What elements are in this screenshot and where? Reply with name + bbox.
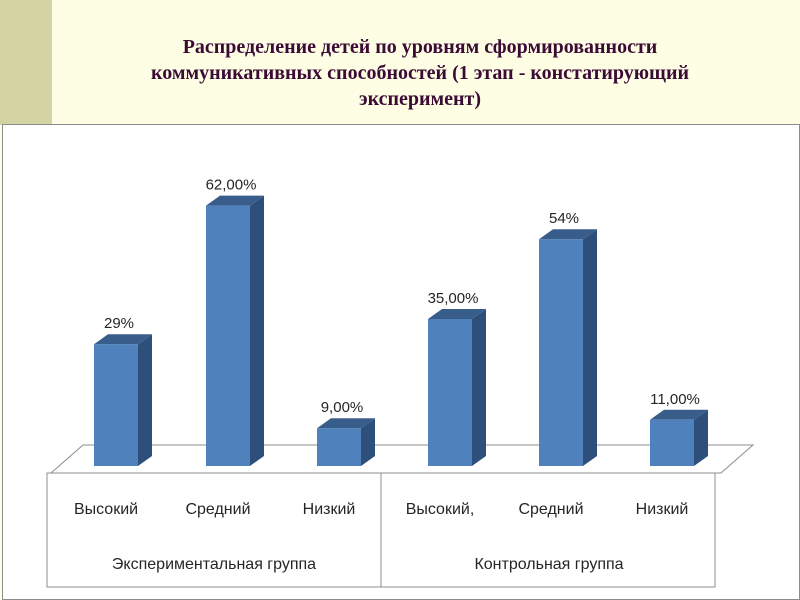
data-label: 9,00% xyxy=(321,399,364,416)
data-label: 11,00% xyxy=(650,391,700,408)
header-banner xyxy=(52,0,800,125)
chart-floor xyxy=(49,444,755,474)
bar-top xyxy=(650,409,708,420)
bar-side xyxy=(583,229,597,466)
bar-front xyxy=(94,344,138,466)
bar xyxy=(650,409,708,466)
data-label: 29% xyxy=(104,315,134,332)
bar xyxy=(428,309,486,466)
category-label: Средний xyxy=(185,501,250,518)
bar-side xyxy=(694,409,708,466)
bar-front xyxy=(428,319,472,466)
slide-title: Распределение детей по уровням сформиров… xyxy=(151,36,689,110)
bar-front xyxy=(539,239,583,466)
bar-top xyxy=(94,334,152,345)
bar-top xyxy=(539,229,597,240)
category-label: Низкий xyxy=(636,501,689,518)
bar xyxy=(94,334,152,466)
bar-front xyxy=(650,419,694,466)
bar-top xyxy=(206,195,264,206)
bar-side xyxy=(250,195,264,466)
bar xyxy=(206,195,264,466)
group-label: Экспериментальная группа xyxy=(112,556,316,573)
data-label: 62,00% xyxy=(206,177,257,194)
bar xyxy=(539,229,597,466)
bar-chart: 29% Высокий 62,00% Средний 9,00% Низкий 35,00%… xyxy=(46,177,755,588)
bar-side xyxy=(138,334,152,466)
data-label: 35,00% xyxy=(428,290,479,307)
category-label: Низкий xyxy=(303,501,356,518)
category-label: Высокий, xyxy=(406,501,475,518)
bar-front xyxy=(317,428,361,466)
category-label: Средний xyxy=(518,501,583,518)
bar-front xyxy=(206,205,250,466)
chart-area: 29% Высокий 62,00% Средний 9,00% Низкий 35,00%… xyxy=(2,124,800,600)
bar xyxy=(317,418,375,466)
bar-top xyxy=(317,418,375,429)
group-label: Контрольная группа xyxy=(474,556,623,573)
bar-side xyxy=(472,309,486,466)
data-label: 54% xyxy=(549,210,579,227)
category-label: Высокий xyxy=(74,501,138,518)
bar-side xyxy=(361,418,375,466)
header-side-strip xyxy=(0,0,52,125)
bar-top xyxy=(428,309,486,319)
